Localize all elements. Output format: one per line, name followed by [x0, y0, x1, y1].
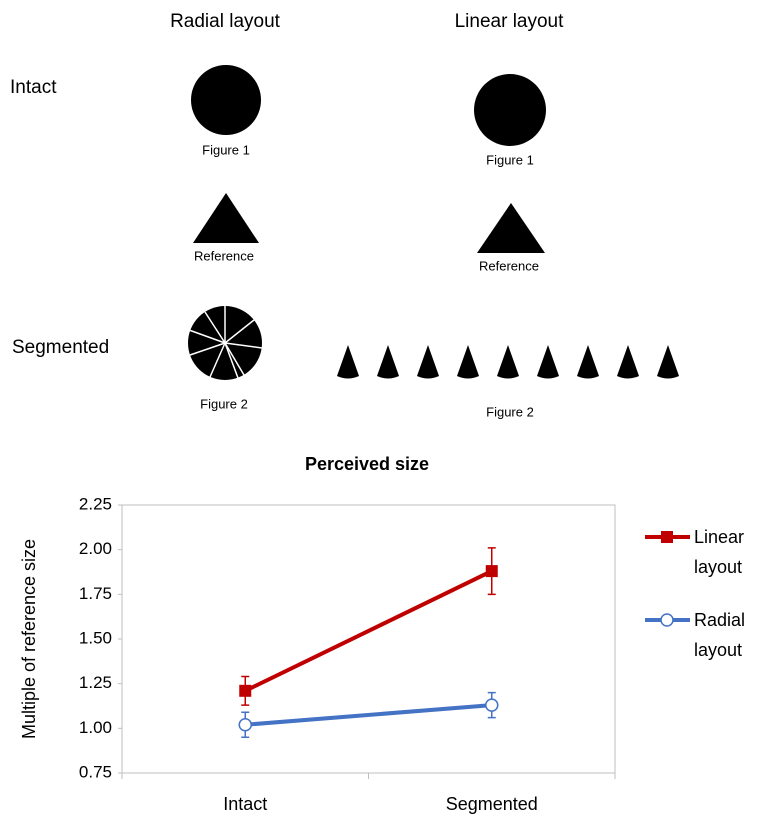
- cone: [577, 345, 599, 379]
- figure-caption: Figure 2: [200, 396, 248, 411]
- figure-caption: Reference: [479, 258, 539, 273]
- series-line: [245, 571, 492, 691]
- row-header: Segmented: [12, 337, 109, 358]
- cone: [337, 345, 359, 379]
- figure-caption: Figure 1: [202, 142, 250, 157]
- column-header: Linear layout: [455, 11, 565, 32]
- y-axis-label: Multiple of reference size: [19, 539, 39, 739]
- cone: [457, 345, 479, 379]
- legend-marker: [661, 531, 673, 543]
- x-tick-label: Segmented: [446, 794, 538, 814]
- y-tick-label: 1.50: [79, 628, 112, 647]
- marker: [486, 699, 498, 711]
- plot-frame: [122, 505, 615, 773]
- marker: [239, 685, 251, 697]
- cone: [617, 345, 639, 379]
- reference-triangle: [477, 203, 545, 253]
- cone: [377, 345, 399, 379]
- segmented-circle: [188, 306, 262, 380]
- y-tick-label: 2.25: [79, 494, 112, 513]
- marker: [486, 565, 498, 577]
- cone: [417, 345, 439, 379]
- x-tick-label: Intact: [223, 794, 267, 814]
- y-tick-label: 2.00: [79, 539, 112, 558]
- cone: [657, 345, 679, 379]
- legend-marker: [661, 614, 673, 626]
- circle-figure: [474, 74, 546, 146]
- legend-label: Linear layout: [694, 522, 760, 582]
- circle-figure: [191, 65, 261, 135]
- y-tick-label: 1.25: [79, 673, 112, 692]
- marker: [239, 719, 251, 731]
- legend-label: Radial layout: [694, 605, 760, 665]
- figure-caption: Figure 2: [486, 404, 534, 419]
- figure: Radial layout Linear layout Intact Segme…: [0, 0, 760, 817]
- y-tick-label: 1.00: [79, 718, 112, 737]
- reference-triangle: [193, 193, 259, 243]
- figure-caption: Figure 1: [486, 152, 534, 167]
- y-tick-label: 0.75: [79, 762, 112, 781]
- figure-caption: Reference: [194, 248, 254, 263]
- chart-title: Perceived size: [305, 454, 429, 474]
- series-line: [245, 705, 492, 725]
- segment-row: [337, 345, 679, 379]
- y-tick-label: 1.75: [79, 584, 112, 603]
- cone: [537, 345, 559, 379]
- page: Radial layout Linear layout Intact Segme…: [0, 0, 760, 817]
- cone: [497, 345, 519, 379]
- column-header: Radial layout: [170, 11, 281, 32]
- row-header: Intact: [10, 77, 57, 98]
